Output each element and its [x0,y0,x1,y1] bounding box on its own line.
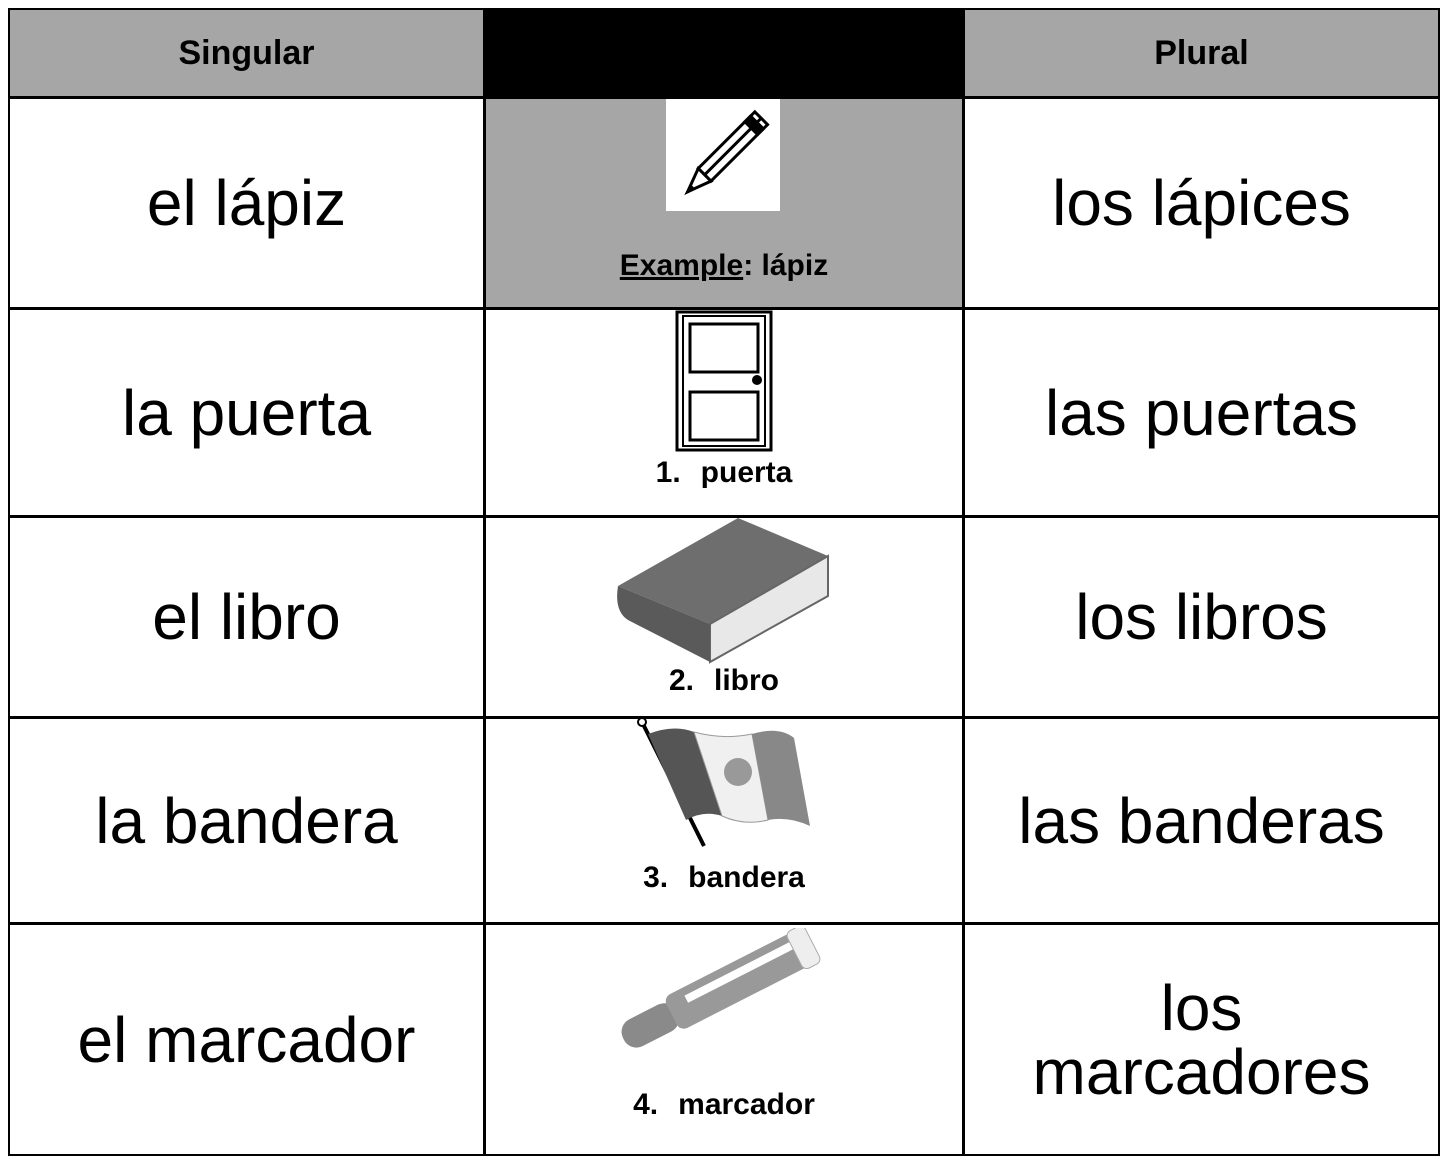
item-number: 4. [633,1088,659,1121]
item-number: 3. [643,861,669,894]
item-number: 1. [655,456,681,489]
singular-cell: el lápiz [8,97,485,309]
singular-cell: el marcador [8,923,485,1156]
plural-text: las banderas [1018,784,1385,857]
picture-label: 1. puerta [484,456,964,490]
singular-cell: la puerta [8,308,485,517]
plural-cell: los marcadores [963,923,1440,1156]
item-word: : lápiz [743,249,829,282]
header-text: Plural [1154,33,1249,72]
singular-text: el lápiz [146,167,347,239]
singular-cell: la bandera [8,717,485,924]
picture-label: 4. marcador [484,1088,964,1122]
plural-cell: las banderas [963,717,1440,924]
plural-cell: las puertas [963,308,1440,517]
marker-icon [621,928,821,1048]
header-blank [484,8,964,98]
header-text: Singular [178,33,315,72]
item-word: libro [714,664,780,697]
item-word: puerta [700,456,793,489]
pencil-icon [666,99,780,211]
singular-cell: el libro [8,516,485,718]
flag-icon [637,717,810,847]
example-label: Example [619,249,744,282]
item-word: bandera [688,861,805,894]
plural-text: las puertas [1044,376,1359,449]
singular-text: el libro [152,581,341,653]
plural-text: los libros [1075,581,1328,653]
singular-text: la puerta [121,376,372,449]
picture-label: 2. libro [484,664,964,698]
plural-text: los lápices [1052,167,1351,239]
singular-text: la bandera [95,784,398,857]
book-icon [617,518,829,664]
door-icon [675,310,773,452]
header-singular: Singular [8,8,485,98]
header-plural: Plural [963,8,1440,98]
plural-cell: los lápices [963,97,1440,309]
picture-label: Example: lápiz [484,249,964,283]
plural-text: los marcadores [1032,971,1371,1108]
plural-cell: los libros [963,516,1440,718]
item-word: marcador [678,1088,815,1121]
singular-text: el marcador [77,1003,416,1076]
picture-label: 3. bandera [484,861,964,895]
item-number: 2. [668,664,695,697]
